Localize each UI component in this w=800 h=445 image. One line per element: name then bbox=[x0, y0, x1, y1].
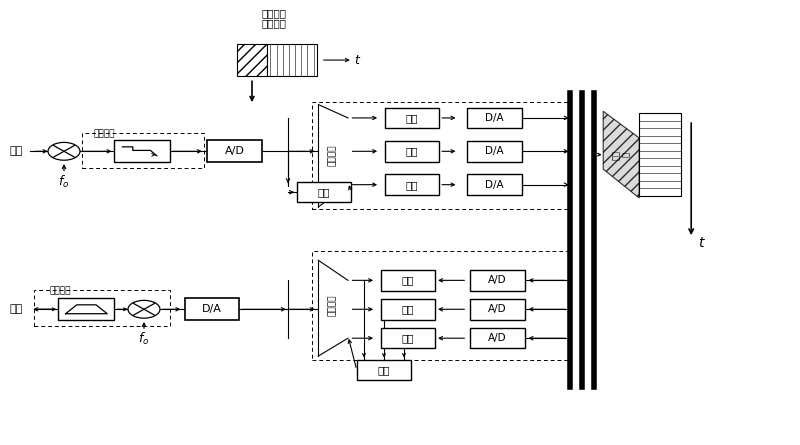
Bar bbox=[267, 44, 317, 76]
Text: 同步: 同步 bbox=[378, 365, 390, 375]
Text: 信号: 信号 bbox=[10, 304, 22, 314]
Bar bbox=[207, 140, 262, 162]
Text: 减速: 减速 bbox=[406, 113, 418, 123]
Text: A/D: A/D bbox=[488, 304, 507, 314]
Text: 累续时间: 累续时间 bbox=[261, 18, 286, 28]
Bar bbox=[82, 133, 204, 168]
Bar bbox=[312, 251, 570, 360]
Circle shape bbox=[128, 300, 160, 318]
Bar bbox=[185, 298, 239, 320]
Text: $f_o$: $f_o$ bbox=[58, 174, 70, 190]
Bar bbox=[381, 328, 435, 348]
Text: 同步: 同步 bbox=[318, 187, 330, 197]
Text: A/D: A/D bbox=[488, 275, 507, 285]
Text: 下行变换: 下行变换 bbox=[94, 129, 114, 138]
Bar bbox=[381, 299, 435, 320]
Bar bbox=[467, 108, 522, 128]
Bar bbox=[385, 174, 439, 195]
Bar bbox=[312, 102, 570, 209]
Text: D/A: D/A bbox=[485, 113, 504, 123]
Bar bbox=[357, 360, 411, 380]
Bar bbox=[297, 182, 351, 202]
Text: 分合分配: 分合分配 bbox=[327, 145, 337, 166]
Bar bbox=[639, 113, 681, 196]
Bar bbox=[237, 44, 267, 76]
Bar bbox=[385, 108, 439, 128]
Bar bbox=[467, 174, 522, 195]
Text: 一单
元: 一单 元 bbox=[611, 150, 631, 160]
Text: $f_o$: $f_o$ bbox=[138, 331, 150, 347]
Text: D/A: D/A bbox=[202, 304, 222, 314]
Bar bbox=[467, 141, 522, 162]
Text: 加速: 加速 bbox=[402, 275, 414, 285]
Text: t: t bbox=[354, 53, 359, 67]
Text: A/D: A/D bbox=[225, 146, 244, 156]
Text: 减速: 减速 bbox=[406, 146, 418, 156]
Bar bbox=[381, 270, 435, 291]
Text: 分配分合: 分配分合 bbox=[327, 295, 337, 316]
Text: 加速: 加速 bbox=[402, 304, 414, 314]
Text: t: t bbox=[698, 235, 703, 250]
Circle shape bbox=[48, 142, 80, 160]
Text: D/A: D/A bbox=[485, 146, 504, 156]
Bar bbox=[114, 140, 170, 162]
Text: 上行变换: 上行变换 bbox=[50, 287, 70, 295]
Polygon shape bbox=[603, 111, 639, 198]
Text: 减速: 减速 bbox=[406, 180, 418, 190]
Text: 一个码无: 一个码无 bbox=[261, 8, 286, 18]
Text: D/A: D/A bbox=[485, 180, 504, 190]
Text: 加速: 加速 bbox=[402, 333, 414, 343]
Bar bbox=[34, 290, 170, 326]
Bar bbox=[470, 270, 525, 291]
Bar bbox=[58, 298, 114, 320]
Text: 信号: 信号 bbox=[10, 146, 22, 156]
Bar bbox=[385, 141, 439, 162]
Polygon shape bbox=[66, 305, 107, 314]
Bar bbox=[470, 299, 525, 320]
Bar bbox=[470, 328, 525, 348]
Text: A/D: A/D bbox=[488, 333, 507, 343]
